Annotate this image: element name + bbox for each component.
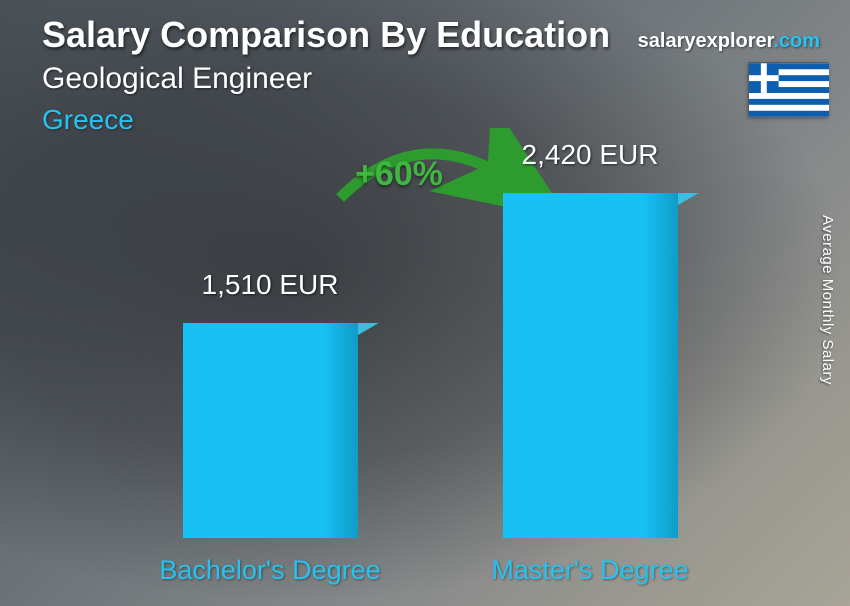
country-label: Greece bbox=[42, 104, 134, 136]
brand-logo: salaryexplorer.com bbox=[638, 30, 820, 53]
subtitle: Geological Engineer bbox=[42, 62, 312, 96]
greece-flag-icon bbox=[748, 62, 828, 116]
subtitle-text: Geological Engineer bbox=[42, 62, 312, 95]
increase-badge: +60% bbox=[355, 155, 443, 194]
category-label: Master's Degree bbox=[440, 555, 740, 586]
brand-accent: .com bbox=[773, 30, 820, 52]
page-title: Salary Comparison By Education bbox=[42, 14, 610, 56]
bar-master-s-degree bbox=[503, 193, 678, 538]
title-text: Salary Comparison By Education bbox=[42, 14, 610, 55]
category-label: Bachelor's Degree bbox=[120, 555, 420, 586]
bar-front bbox=[183, 323, 358, 538]
y-axis-label: Average Monthly Salary bbox=[819, 215, 836, 385]
increase-text: +60% bbox=[355, 155, 443, 193]
bar-front bbox=[503, 193, 678, 538]
value-label: 1,510 EUR bbox=[140, 269, 400, 301]
chart-stage: Salary Comparison By Education Geologica… bbox=[0, 0, 850, 606]
value-label: 2,420 EUR bbox=[460, 139, 720, 171]
country-text: Greece bbox=[42, 104, 134, 135]
axis-text: Average Monthly Salary bbox=[819, 215, 836, 385]
brand-plain: salaryexplorer bbox=[638, 30, 774, 52]
bar-bachelor-s-degree bbox=[183, 323, 358, 538]
